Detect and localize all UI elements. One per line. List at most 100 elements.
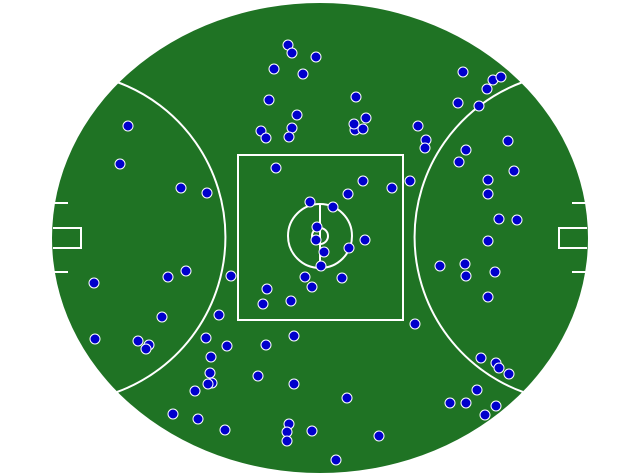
point: [457, 66, 469, 78]
point: [88, 277, 100, 289]
point: [89, 333, 101, 345]
centre-square: [237, 154, 404, 321]
point: [473, 100, 485, 112]
point: [460, 144, 472, 156]
left-posts: [52, 202, 68, 273]
point: [444, 397, 456, 409]
point: [140, 343, 152, 355]
point: [306, 281, 318, 293]
point: [291, 109, 303, 121]
point: [201, 187, 213, 199]
point: [162, 271, 174, 283]
point: [386, 182, 398, 194]
point: [285, 295, 297, 307]
point: [342, 188, 354, 200]
point: [490, 400, 502, 412]
point: [452, 97, 464, 109]
right-posts: [572, 202, 588, 273]
point: [434, 260, 446, 272]
point: [475, 352, 487, 364]
point: [156, 311, 168, 323]
point: [419, 142, 431, 154]
point: [180, 265, 192, 277]
point: [336, 272, 348, 284]
point: [453, 156, 465, 168]
point: [311, 221, 323, 233]
point: [297, 68, 309, 80]
point: [481, 83, 493, 95]
point: [202, 378, 214, 390]
point: [409, 318, 421, 330]
point: [257, 298, 269, 310]
point: [482, 174, 494, 186]
point: [205, 351, 217, 363]
point: [263, 94, 275, 106]
point: [286, 122, 298, 134]
point: [304, 196, 316, 208]
point: [341, 392, 353, 404]
point: [281, 435, 293, 447]
point: [261, 283, 273, 295]
point: [357, 175, 369, 187]
point: [122, 120, 134, 132]
point: [288, 330, 300, 342]
point: [482, 188, 494, 200]
point: [175, 182, 187, 194]
point: [489, 266, 501, 278]
point: [357, 123, 369, 135]
right-arc: [413, 81, 524, 393]
point: [460, 397, 472, 409]
point: [213, 309, 225, 321]
point: [286, 47, 298, 59]
point: [508, 165, 520, 177]
point: [310, 51, 322, 63]
point: [221, 340, 233, 352]
left-goal-square: [53, 227, 82, 249]
point: [299, 271, 311, 283]
point: [132, 335, 144, 347]
point: [373, 430, 385, 442]
point: [225, 270, 237, 282]
point: [471, 384, 483, 396]
point: [283, 131, 295, 143]
point: [268, 63, 280, 75]
right-goal-square: [558, 227, 587, 249]
point: [360, 112, 372, 124]
point: [495, 71, 507, 83]
point: [359, 234, 371, 246]
points: [88, 39, 523, 466]
point: [288, 378, 300, 390]
point: [189, 385, 201, 397]
point: [459, 258, 471, 270]
point: [404, 175, 416, 187]
point: [252, 370, 264, 382]
point: [327, 201, 339, 213]
point: [503, 368, 515, 380]
point: [502, 135, 514, 147]
point: [348, 118, 360, 130]
point: [412, 120, 424, 132]
point: [479, 409, 491, 421]
left-arc: [116, 81, 227, 393]
point: [219, 424, 231, 436]
point: [114, 158, 126, 170]
point: [167, 408, 179, 420]
point: [260, 132, 272, 144]
point: [318, 246, 330, 258]
point: [204, 367, 216, 379]
point: [460, 270, 472, 282]
point: [493, 213, 505, 225]
point: [270, 162, 282, 174]
point: [310, 234, 322, 246]
point: [493, 362, 505, 374]
point: [350, 91, 362, 103]
point: [482, 235, 494, 247]
point: [315, 260, 327, 272]
point: [260, 339, 272, 351]
point: [330, 454, 342, 466]
point: [482, 291, 494, 303]
point: [343, 242, 355, 254]
point: [192, 413, 204, 425]
